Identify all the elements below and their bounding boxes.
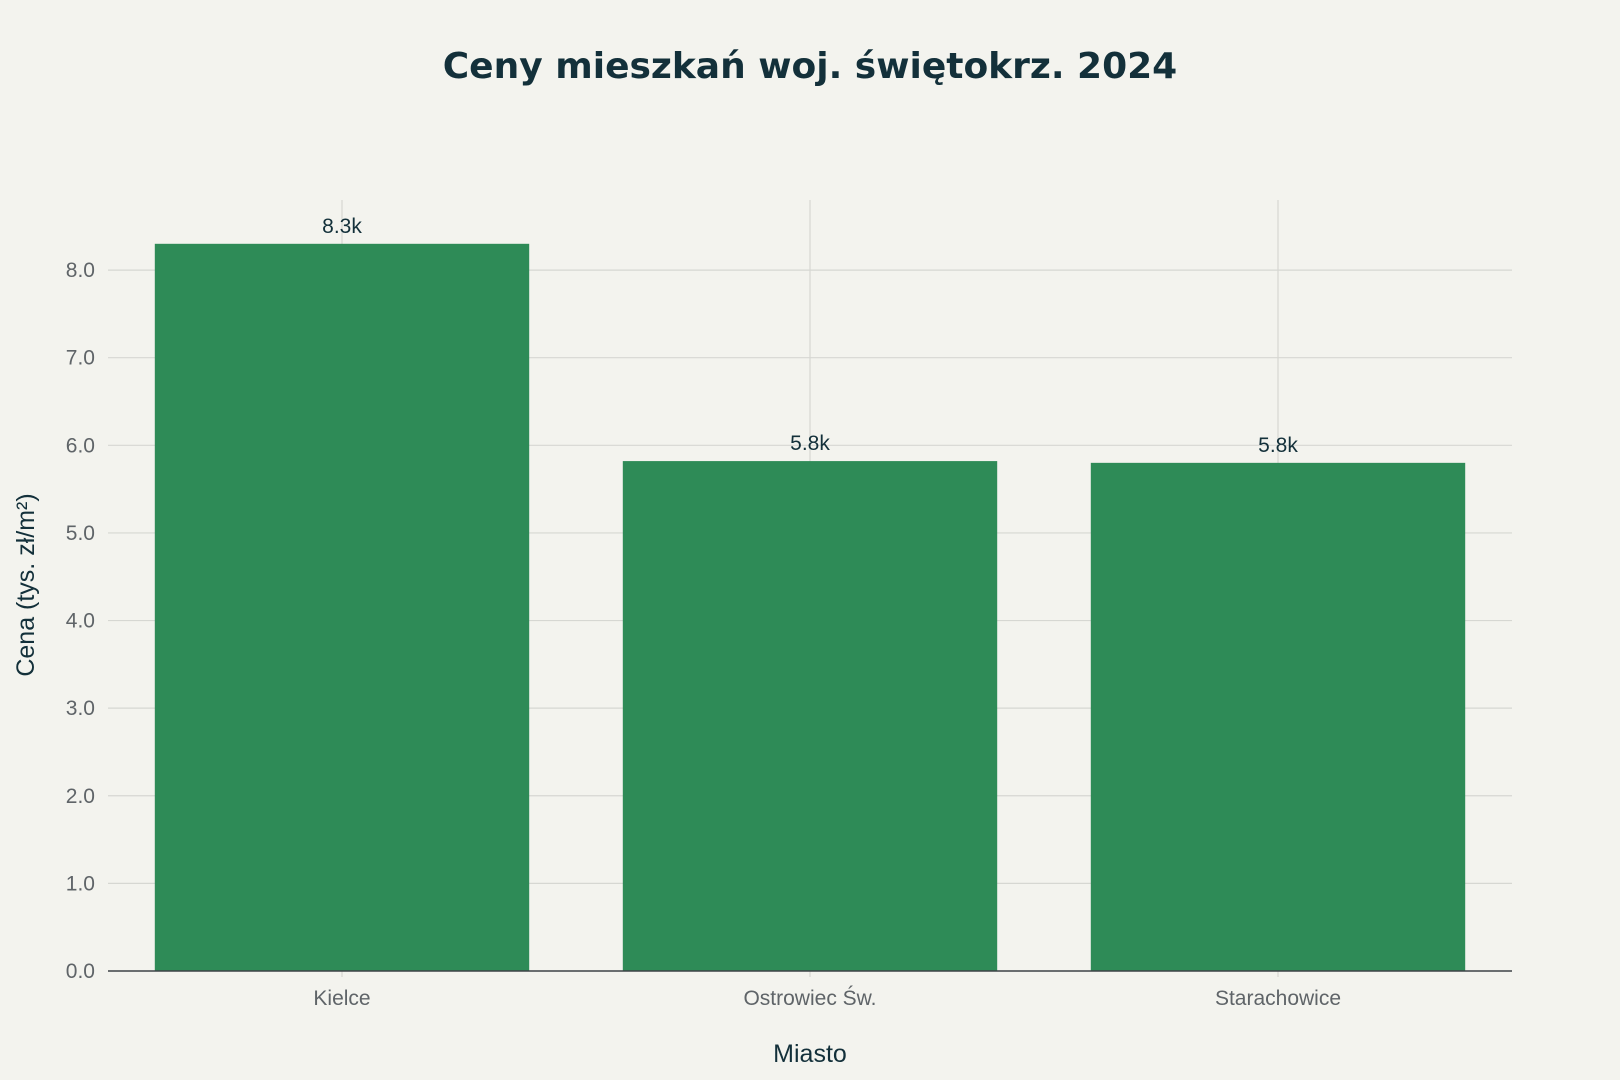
x-tick-label: Starachowice — [1215, 987, 1341, 1010]
y-tick-label: 5.0 — [66, 522, 95, 545]
x-axis-title: Miasto — [773, 1040, 847, 1068]
y-tick-label: 6.0 — [66, 434, 95, 457]
bars — [154, 243, 1466, 971]
x-tick-label: Kielce — [313, 987, 370, 1010]
y-axis-title: Cena (tys. zł/m²) — [12, 493, 40, 676]
x-tick-label: Ostrowiec Św. — [743, 986, 876, 1010]
y-tick-label: 0.0 — [66, 960, 95, 983]
y-tick-label: 1.0 — [66, 872, 95, 895]
chart-title: Ceny mieszkań woj. świętokrz. 2024 — [443, 46, 1177, 87]
bar — [622, 461, 998, 971]
y-tick-label: 3.0 — [66, 697, 95, 720]
y-tick-label: 2.0 — [66, 785, 95, 808]
bar-data-label: 5.8k — [1258, 434, 1298, 457]
bar — [1090, 462, 1466, 971]
data-labels: 8.3k 5.8k 5.8k — [322, 215, 1298, 457]
y-tick-label: 7.0 — [66, 347, 95, 370]
y-tick-label: 4.0 — [66, 610, 95, 633]
bar — [154, 243, 530, 971]
bar-data-label: 5.8k — [790, 432, 830, 455]
y-tick-label: 8.0 — [66, 259, 95, 282]
y-axis-ticks: 0.0 1.0 2.0 3.0 4.0 5.0 6.0 7.0 8.0 — [66, 259, 95, 983]
bar-data-label: 8.3k — [322, 215, 362, 238]
x-axis-ticks: Kielce Ostrowiec Św. Starachowice — [313, 971, 1341, 1010]
